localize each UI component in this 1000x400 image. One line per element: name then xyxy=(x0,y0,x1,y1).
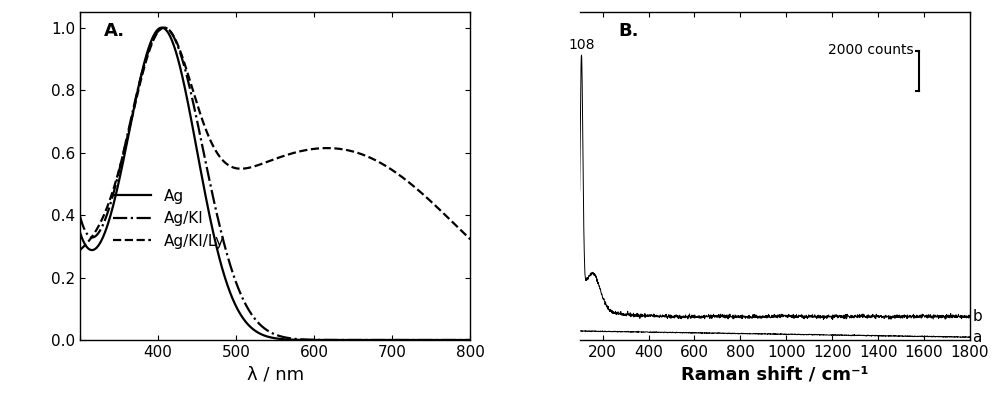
X-axis label: λ / nm: λ / nm xyxy=(247,366,304,384)
Legend: Ag, Ag/KI, Ag/KI/Ly: Ag, Ag/KI, Ag/KI/Ly xyxy=(107,182,231,255)
Text: B.: B. xyxy=(619,22,639,40)
Text: a: a xyxy=(972,330,982,345)
Text: 2000 counts: 2000 counts xyxy=(828,43,913,57)
Text: b: b xyxy=(972,309,982,324)
Text: A.: A. xyxy=(103,22,125,40)
X-axis label: Raman shift / cm⁻¹: Raman shift / cm⁻¹ xyxy=(681,366,869,384)
Text: 108: 108 xyxy=(568,38,595,52)
